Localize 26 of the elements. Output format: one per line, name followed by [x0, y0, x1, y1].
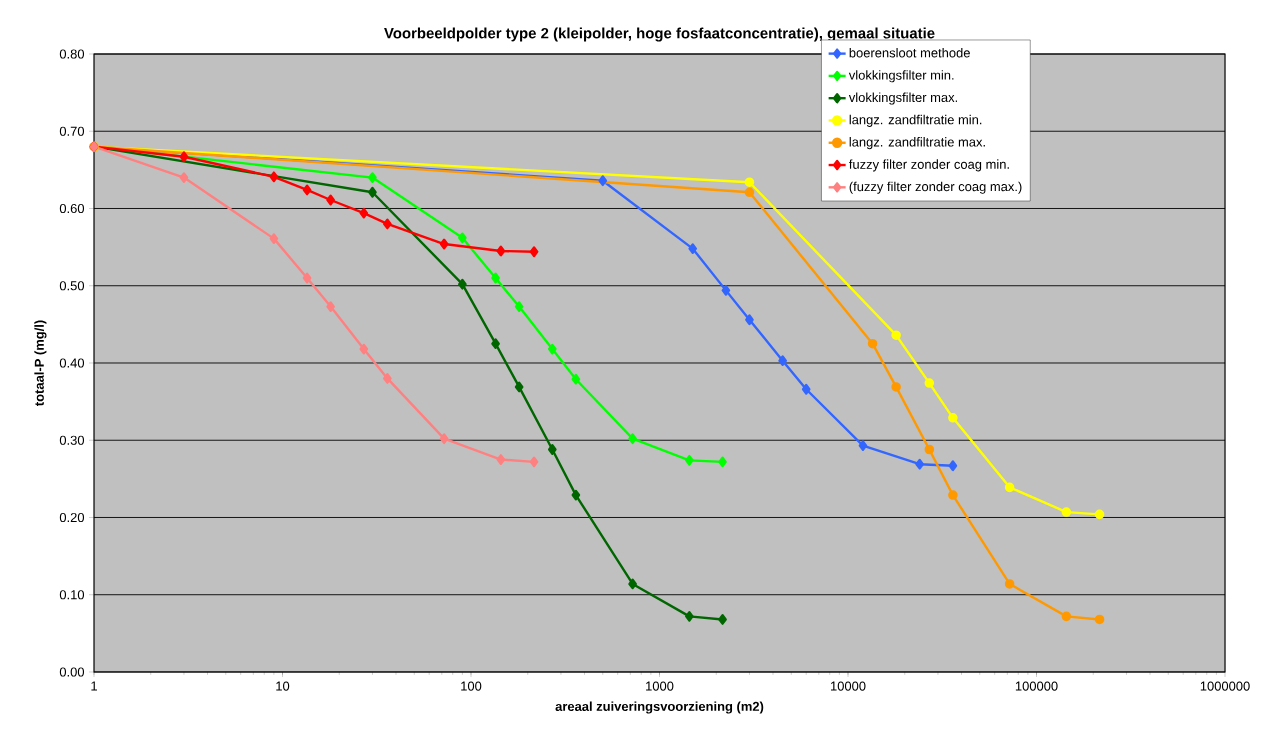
y-tick-label: 0.50	[59, 281, 85, 291]
x-tick-label: 10000	[830, 681, 866, 691]
x-axis-title: areaal zuiveringsvoorziening (m2)	[555, 701, 764, 714]
y-axis-title: totaal-P (mg/l)	[34, 320, 47, 406]
legend-label: langz. zandfiltratie max.	[849, 137, 985, 150]
x-tick-label: 1	[91, 681, 97, 691]
chart-title: Voorbeeldpolder type 2 (kleipolder, hoge fosfaatconcentratie), gemaal situatie	[384, 27, 935, 42]
y-tick-label: 0.40	[59, 358, 85, 368]
legend-label: vlokkingsfilter min.	[848, 70, 954, 83]
x-tick-label: 10	[276, 681, 290, 691]
x-tick-label: 1000000	[1200, 681, 1250, 691]
x-tick-label: 1000	[646, 681, 674, 691]
legend-label: fuzzy filter zonder coag min.	[849, 159, 1009, 172]
legend-label: vlokkingsfilter max.	[848, 92, 958, 105]
y-tick-label: 0.80	[59, 49, 85, 59]
y-tick-label: 0.10	[59, 590, 85, 600]
y-tick-label: 0.60	[59, 203, 85, 214]
x-tick-label: 100	[461, 681, 482, 691]
y-tick-label: 0.70	[59, 126, 85, 136]
legend-label: langz. zandfiltratie min.	[849, 114, 982, 127]
x-tick-label: 100000	[1015, 681, 1058, 691]
legend-label: boerensloot methode	[849, 47, 970, 58]
y-tick-label: 0.30	[59, 435, 85, 445]
legend-label: (fuzzy filter zonder coag max.)	[849, 181, 1022, 194]
y-tick-label: 0.20	[59, 512, 85, 523]
y-tick-label: 0.00	[59, 667, 85, 677]
